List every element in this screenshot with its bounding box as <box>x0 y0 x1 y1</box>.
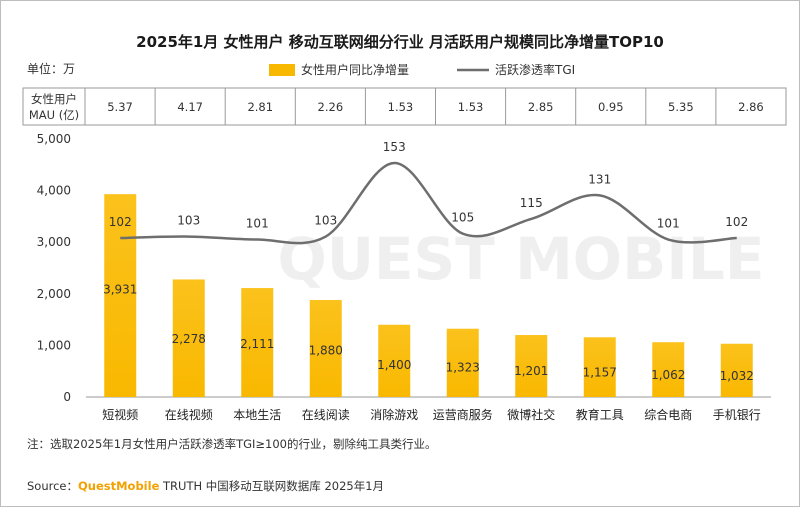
chart-title: 2025年1月 女性用户 移动互联网细分行业 月活跃用户规模同比净增量TOP10 <box>136 33 664 51</box>
mau-value: 2.26 <box>318 100 344 114</box>
bar <box>583 337 616 397</box>
tgi-value-label: 101 <box>657 217 680 231</box>
mau-table: 女性用户 MAU (亿) 5.37 4.17 2.81 2.26 1.53 1.53 2.8… <box>22 87 787 126</box>
source-prefix: Source： <box>27 479 78 493</box>
mau-value: 5.35 <box>668 100 694 114</box>
unit-label: 单位：万 <box>27 61 75 76</box>
x-category-label: 短视频 <box>102 407 138 422</box>
bar-value-label: 1,062 <box>651 368 685 382</box>
y-tick-label: 1,000 <box>37 338 71 352</box>
bar-value-label: 1,032 <box>720 369 754 383</box>
source-line: Source：QuestMobile TRUTH 中国移动互联网数据库 2025… <box>27 479 384 493</box>
x-category-label: 本地生活 <box>233 408 281 422</box>
source-brand: QuestMobile <box>78 479 160 493</box>
bar <box>172 279 205 397</box>
x-category-label: 教育工具 <box>576 407 624 422</box>
mau-value: 4.17 <box>177 100 203 114</box>
bar-value-label: 2,111 <box>240 337 274 351</box>
mau-value: 1.53 <box>388 100 414 114</box>
mau-value: 5.37 <box>107 100 133 114</box>
tgi-value-label: 115 <box>520 196 543 210</box>
mau-value: 0.95 <box>598 100 624 114</box>
bar <box>378 324 411 397</box>
legend-bar-label: 女性用户同比净增量 <box>301 62 409 77</box>
x-category-label: 手机银行 <box>713 408 761 422</box>
tgi-value-label: 153 <box>383 140 406 154</box>
bar <box>309 299 342 397</box>
legend-line-label: 活跃渗透率TGI <box>495 62 575 77</box>
tgi-series-line <box>120 161 737 245</box>
mau-value: 2.81 <box>247 100 273 114</box>
tgi-value-label: 101 <box>246 217 269 231</box>
y-tick-label: 0 <box>63 390 71 404</box>
bar-value-label: 1,880 <box>309 344 343 358</box>
mau-value: 2.85 <box>528 100 554 114</box>
watermark: QUEST MOBILE <box>278 225 765 293</box>
x-category-label: 微博社交 <box>507 407 555 422</box>
y-tick-label: 4,000 <box>37 184 71 198</box>
x-category-label: 综合电商 <box>644 407 692 422</box>
x-category-label: 在线阅读 <box>302 408 350 422</box>
y-axis: 0 1,000 2,000 3,000 4,000 5,000 <box>37 132 71 404</box>
bar-value-label: 1,400 <box>377 358 411 372</box>
legend-bar-swatch <box>269 64 295 76</box>
legend: 女性用户同比净增量 活跃渗透率TGI <box>269 62 575 77</box>
bar <box>720 343 753 397</box>
footnote: 注：选取2025年1月女性用户活跃渗透率TGI≥100的行业，剔除纯工具类行业。 <box>27 437 437 451</box>
tgi-value-label: 105 <box>451 211 474 225</box>
mau-header-line2: MAU (亿) <box>29 108 79 122</box>
y-tick-label: 2,000 <box>37 287 71 301</box>
tgi-value-label: 103 <box>314 214 337 228</box>
source-rest: TRUTH 中国移动互联网数据库 2025年1月 <box>159 479 384 493</box>
bar <box>241 288 274 397</box>
bar <box>104 194 137 397</box>
bar <box>652 342 685 397</box>
tgi-value-label: 102 <box>109 215 132 229</box>
y-tick-label: 5,000 <box>37 132 71 146</box>
y-tick-label: 3,000 <box>37 235 71 249</box>
bar-value-label: 3,931 <box>103 282 137 296</box>
tgi-value-label: 102 <box>725 215 748 229</box>
bar-value-label: 1,157 <box>583 365 617 379</box>
bar-value-label: 1,201 <box>514 364 548 378</box>
bar-value-label: 1,323 <box>446 360 480 374</box>
bar <box>446 328 479 397</box>
mau-value: 2.86 <box>738 100 764 114</box>
mau-header-line1: 女性用户 <box>31 92 77 106</box>
x-category-label: 消除游戏 <box>370 407 418 422</box>
x-category-label: 在线视频 <box>165 407 213 422</box>
bar <box>515 335 548 397</box>
x-category-label: 运营商服务 <box>433 407 493 422</box>
mau-value: 1.53 <box>458 100 484 114</box>
mau-table-border <box>22 87 787 126</box>
tgi-value-label: 131 <box>588 172 611 186</box>
bar-value-label: 2,278 <box>172 332 206 346</box>
tgi-value-label: 103 <box>177 214 200 228</box>
